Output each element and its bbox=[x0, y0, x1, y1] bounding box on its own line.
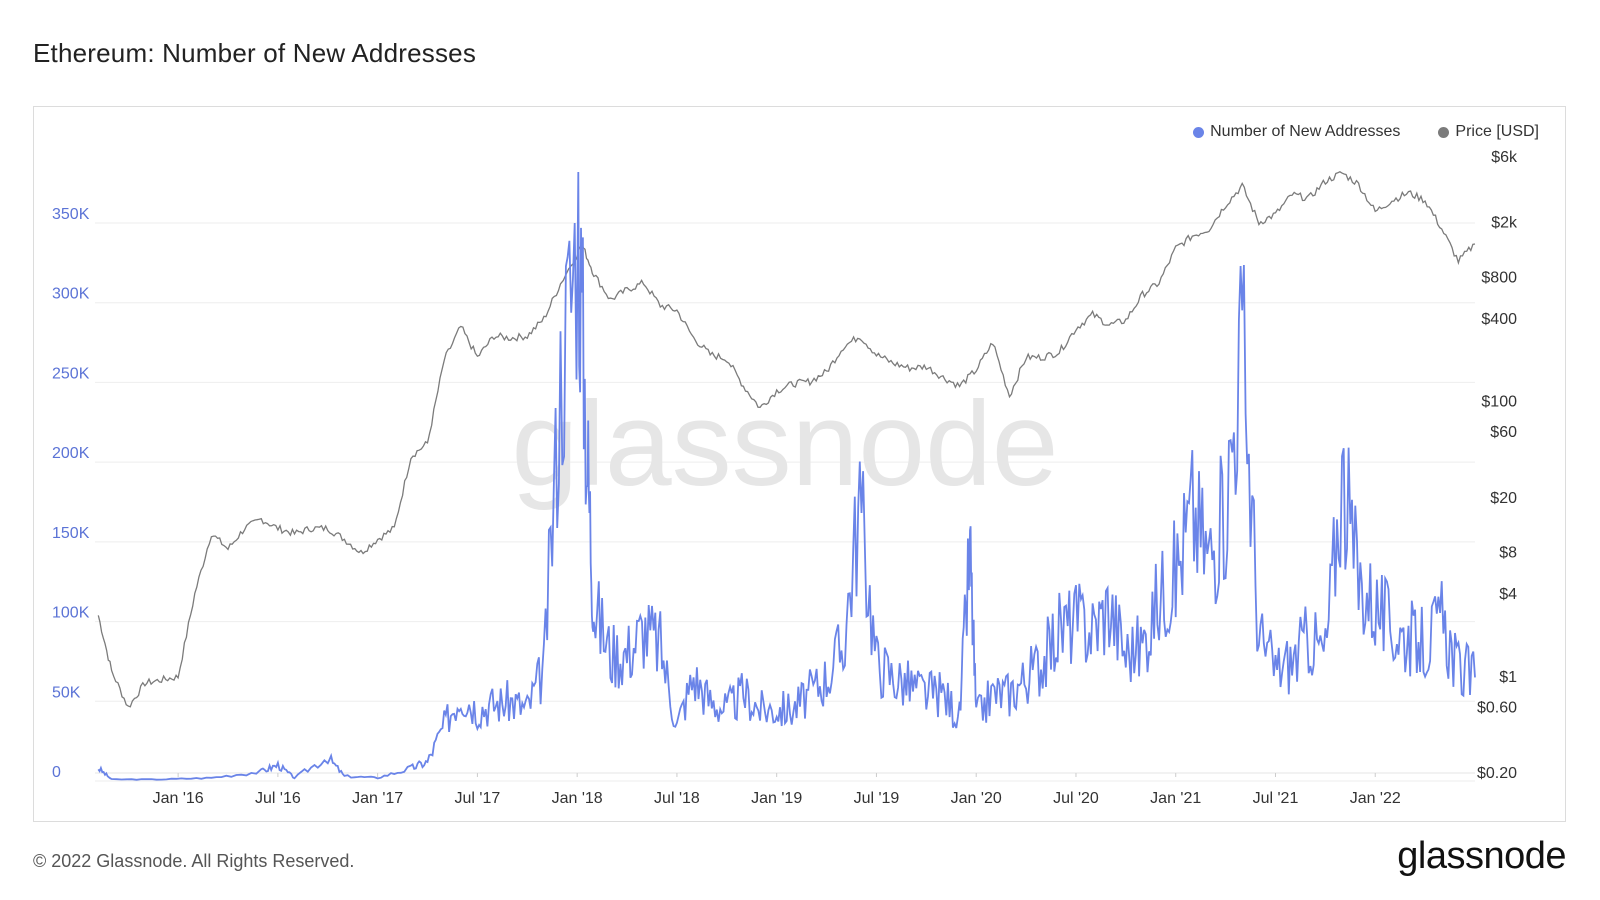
series-layer bbox=[97, 171, 1476, 781]
left-axis-tick-label: 150K bbox=[52, 525, 90, 542]
legend-dot-new-addresses bbox=[1193, 126, 1205, 138]
right-axis-tick-label: $4 bbox=[1499, 586, 1517, 603]
x-axis-tick-label: Jul '19 bbox=[854, 790, 900, 807]
x-axis-tick-label: Jul '20 bbox=[1053, 790, 1099, 807]
right-axis-tick-label: $800 bbox=[1481, 269, 1517, 286]
x-axis-tick-label: Jan '21 bbox=[1150, 790, 1201, 807]
right-axis-tick-label: $0.20 bbox=[1477, 765, 1517, 782]
right-axis-tick-label: $8 bbox=[1499, 545, 1517, 562]
x-axis-tick-label: Jan '17 bbox=[352, 790, 403, 807]
legend-item-new-addresses[interactable]: Number of New Addresses bbox=[1193, 123, 1400, 141]
x-axis-tick-label: Jan '16 bbox=[153, 790, 204, 807]
legend-dot-price bbox=[1438, 126, 1450, 138]
copyright-text: © 2022 Glassnode. All Rights Reserved. bbox=[33, 851, 355, 871]
right-axis-tick-label: $100 bbox=[1481, 394, 1517, 411]
right-axis-tick-label: $1 bbox=[1499, 669, 1517, 686]
right-axis-tick-label: $2k bbox=[1491, 215, 1518, 232]
right-y-axis: $0.20 $0.60 $1 $4 $8 $20 $60 $100 $400 $800 $2k $6k bbox=[1477, 149, 1518, 782]
x-axis-tick-label: Jan '22 bbox=[1350, 790, 1401, 807]
right-axis-tick-label: $60 bbox=[1490, 424, 1517, 441]
left-axis-tick-label: 50K bbox=[52, 684, 81, 701]
left-y-axis: 0 50K 100K 150K 200K 250K 300K 350K bbox=[52, 206, 90, 781]
left-axis-tick-label: 100K bbox=[52, 605, 90, 622]
x-axis-tick-label: Jul '17 bbox=[455, 790, 501, 807]
series-line-price bbox=[97, 171, 1476, 708]
chart-legend: Number of New Addresses Price [USD] bbox=[1193, 123, 1539, 141]
watermark-text: glassnode bbox=[511, 377, 1058, 511]
right-axis-tick-label: $0.60 bbox=[1477, 699, 1517, 716]
x-axis-tick-label: Jul '16 bbox=[255, 790, 301, 807]
page-title: Ethereum: Number of New Addresses bbox=[33, 38, 477, 68]
left-axis-tick-label: 200K bbox=[52, 445, 90, 462]
legend-label-price: Price [USD] bbox=[1455, 123, 1539, 140]
glassnode-logo[interactable]: glassnode bbox=[1397, 835, 1566, 877]
right-axis-tick-label: $400 bbox=[1481, 311, 1517, 328]
x-axis-tick-label: Jan '20 bbox=[951, 790, 1002, 807]
series-line-new-addresses bbox=[97, 171, 1476, 781]
x-axis-tick-label: Jan '18 bbox=[552, 790, 603, 807]
left-axis-tick-label: 0 bbox=[52, 764, 61, 781]
x-axis-tick-label: Jan '19 bbox=[751, 790, 802, 807]
x-axis-tick-label: Jul '21 bbox=[1253, 790, 1299, 807]
left-axis-tick-label: 300K bbox=[52, 286, 90, 303]
x-axis: Jan '16 Jul '16 Jan '17 Jul '17 Jan '18 Jul '… bbox=[153, 773, 1401, 807]
left-axis-tick-label: 350K bbox=[52, 206, 90, 223]
left-axis-tick-label: 250K bbox=[52, 365, 90, 382]
right-axis-tick-label: $20 bbox=[1490, 490, 1517, 507]
legend-item-price[interactable]: Price [USD] bbox=[1438, 123, 1539, 141]
legend-label-new-addresses: Number of New Addresses bbox=[1210, 123, 1401, 140]
x-axis-tick-label: Jul '18 bbox=[654, 790, 700, 807]
right-axis-tick-label: $6k bbox=[1491, 149, 1518, 166]
